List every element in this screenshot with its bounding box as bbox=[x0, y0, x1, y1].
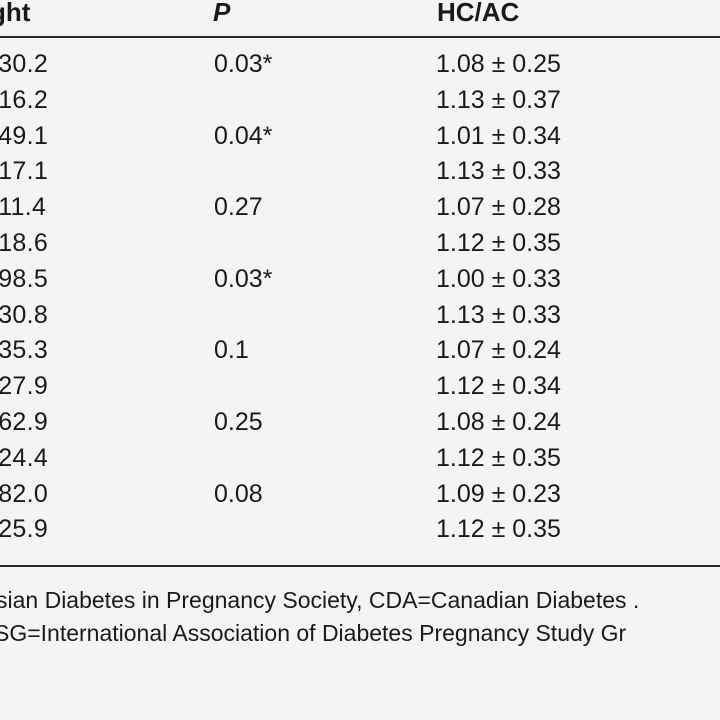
cell-hc-ac: 1.00 ± 0.33 bbox=[436, 264, 561, 293]
table-bottom-rule bbox=[0, 565, 720, 567]
table-row: 730.2 0.03* 1.08 ± 0.25 bbox=[0, 46, 720, 82]
cell-weight: 616.2 bbox=[0, 85, 49, 114]
cell-p-value: 0.1 bbox=[214, 336, 249, 365]
footnote-line-1: sian Diabetes in Pregnancy Society, CDA=… bbox=[0, 587, 640, 613]
cell-hc-ac: 1.13 ± 0.33 bbox=[436, 300, 561, 329]
table-row: 617.1 1.13 ± 0.33 bbox=[0, 153, 720, 189]
cell-p-value: 0.04* bbox=[214, 121, 273, 150]
cell-p-value: 0.08 bbox=[214, 479, 263, 508]
cell-weight: 782.0 bbox=[0, 479, 49, 508]
cell-weight: 618.6 bbox=[0, 228, 49, 257]
table-header: ght P HC/AC bbox=[0, 0, 720, 38]
cell-hc-ac: 1.12 ± 0.35 bbox=[436, 228, 561, 257]
table-row: 625.9 1.12 ± 0.35 bbox=[0, 511, 720, 547]
cell-weight: 811.4 bbox=[0, 193, 47, 222]
footnote-line-2: SG=International Association of Diabetes… bbox=[0, 620, 627, 646]
cell-hc-ac: 1.13 ± 0.33 bbox=[436, 157, 561, 186]
table-body: 730.2 0.03* 1.08 ± 0.25 616.2 1.13 ± 0.37 849… bbox=[0, 46, 720, 547]
cell-hc-ac: 1.13 ± 0.37 bbox=[436, 85, 561, 114]
table-row: 762.9 0.25 1.08 ± 0.24 bbox=[0, 404, 720, 440]
cell-hc-ac: 1.01 ± 0.34 bbox=[436, 121, 561, 150]
table-row: 811.4 0.27 1.07 ± 0.28 bbox=[0, 189, 720, 225]
cell-weight: 624.4 bbox=[0, 443, 49, 472]
header-hc-ac: HC/AC bbox=[437, 0, 520, 27]
cell-weight: 798.5 bbox=[0, 264, 49, 293]
table-row: 630.8 1.13 ± 0.33 bbox=[0, 297, 720, 333]
cell-weight: 625.9 bbox=[0, 515, 49, 544]
cell-weight: 617.1 bbox=[0, 157, 49, 186]
cell-p-value: 0.03* bbox=[214, 50, 273, 78]
cell-hc-ac: 1.12 ± 0.35 bbox=[436, 443, 561, 472]
cell-hc-ac: 1.12 ± 0.34 bbox=[436, 372, 561, 401]
table-row: 849.1 0.04* 1.01 ± 0.34 bbox=[0, 118, 720, 154]
cell-weight: 762.9 bbox=[0, 407, 49, 436]
table-row: 782.0 0.08 1.09 ± 0.23 bbox=[0, 476, 720, 512]
cell-weight: 835.3 bbox=[0, 336, 49, 365]
header-weight: ght bbox=[0, 0, 31, 27]
cell-weight: 849.1 bbox=[0, 121, 49, 150]
table-row: 627.9 1.12 ± 0.34 bbox=[0, 368, 720, 404]
cell-weight: 730.2 bbox=[0, 50, 49, 78]
cell-hc-ac: 1.07 ± 0.28 bbox=[436, 193, 561, 222]
table-row: 616.2 1.13 ± 0.37 bbox=[0, 82, 720, 118]
cell-p-value: 0.25 bbox=[214, 407, 263, 436]
cell-hc-ac: 1.09 ± 0.23 bbox=[436, 479, 561, 508]
cell-hc-ac: 1.08 ± 0.24 bbox=[436, 407, 561, 436]
header-p-value: P bbox=[213, 0, 231, 27]
table-row: 835.3 0.1 1.07 ± 0.24 bbox=[0, 332, 720, 368]
table-row: 618.6 1.12 ± 0.35 bbox=[0, 225, 720, 261]
cell-hc-ac: 1.08 ± 0.25 bbox=[436, 50, 561, 78]
cell-p-value: 0.03* bbox=[214, 264, 273, 293]
cell-hc-ac: 1.07 ± 0.24 bbox=[436, 336, 561, 365]
cell-weight: 627.9 bbox=[0, 372, 49, 401]
cell-p-value: 0.27 bbox=[214, 193, 263, 222]
cell-weight: 630.8 bbox=[0, 300, 49, 329]
cell-hc-ac: 1.12 ± 0.35 bbox=[436, 515, 561, 544]
table-row: 624.4 1.12 ± 0.35 bbox=[0, 440, 720, 476]
table-row: 798.5 0.03* 1.00 ± 0.33 bbox=[0, 261, 720, 297]
